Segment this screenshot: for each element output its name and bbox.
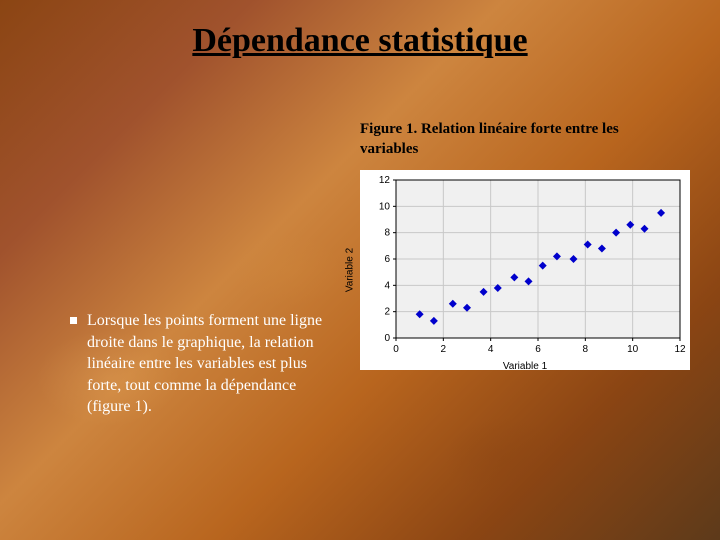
svg-text:6: 6 <box>384 254 390 265</box>
svg-text:0: 0 <box>384 333 390 344</box>
svg-text:12: 12 <box>379 175 391 186</box>
slide-root: Dépendance statistique Figure 1. Relatio… <box>0 0 720 540</box>
figure-caption: Figure 1. Relation linéaire forte entre … <box>360 120 680 159</box>
bullet-item: Lorsque les points forment une ligne dro… <box>70 310 340 418</box>
svg-text:10: 10 <box>627 344 639 355</box>
slide-title: Dépendance statistique <box>0 0 720 78</box>
svg-text:4: 4 <box>488 344 494 355</box>
svg-text:12: 12 <box>674 344 686 355</box>
y-axis-label: Variable 2 <box>345 248 356 292</box>
chart-svg: 0 2 4 6 8 10 12 0 2 4 6 8 10 12 <box>360 170 690 370</box>
svg-text:8: 8 <box>384 228 390 239</box>
x-axis-label: Variable 1 <box>503 361 547 372</box>
square-bullet-icon <box>70 317 77 324</box>
svg-text:8: 8 <box>583 344 589 355</box>
svg-text:10: 10 <box>379 201 391 212</box>
bullet-text: Lorsque les points forment une ligne dro… <box>87 310 340 418</box>
body-text-block: Lorsque les points forment une ligne dro… <box>70 310 340 418</box>
svg-text:2: 2 <box>441 344 447 355</box>
svg-text:6: 6 <box>535 344 541 355</box>
scatter-chart: Variable 2 024681012024681012 Variable 1 <box>360 170 690 370</box>
svg-text:2: 2 <box>384 307 390 318</box>
svg-text:4: 4 <box>384 280 390 291</box>
svg-text:0: 0 <box>393 344 399 355</box>
